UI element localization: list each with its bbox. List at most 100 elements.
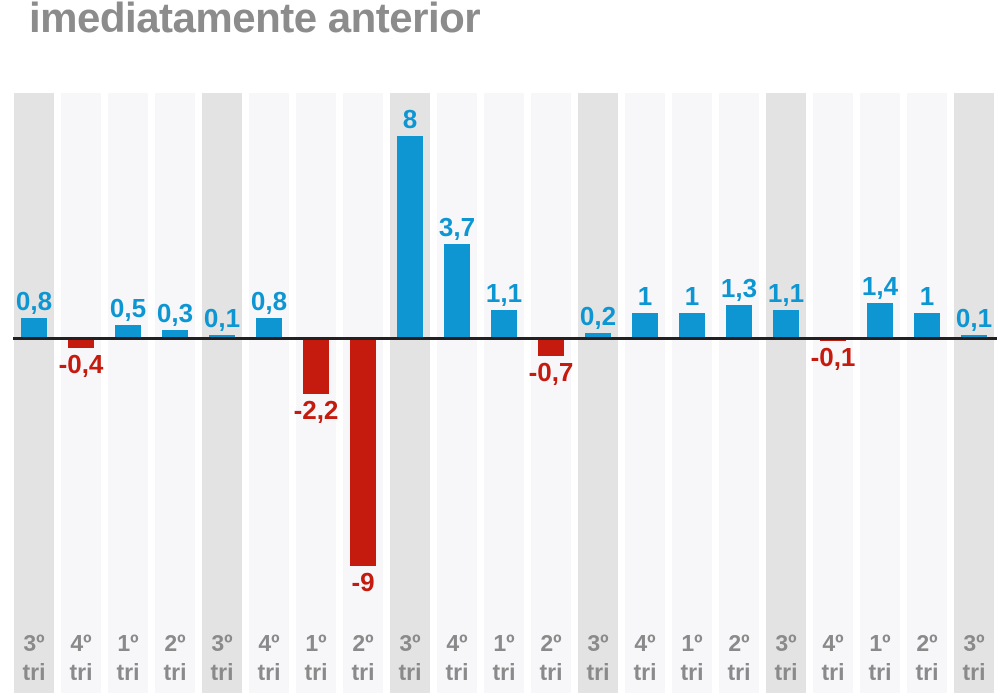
positive-bar: [21, 317, 47, 338]
x-tick-tri: tri: [398, 659, 422, 685]
chart-title: imediatamente anterior: [29, 0, 481, 41]
x-tick-tri: tri: [22, 659, 46, 685]
x-tick-quarter: 1º: [493, 630, 515, 656]
x-tick-label: 1º tri: [108, 629, 148, 687]
bar-column: 3,7 4º tri: [437, 93, 477, 693]
x-tick-tri: tri: [445, 659, 469, 685]
x-axis-line: [13, 337, 997, 340]
bar-value-label: 1: [684, 280, 700, 311]
bar-column: 0,1 3º tri: [202, 93, 242, 693]
x-tick-label: 2º tri: [907, 629, 947, 687]
bar-value-label: -2,2: [293, 394, 339, 425]
x-tick-label: 2º tri: [719, 629, 759, 687]
x-tick-label: 3º tri: [954, 629, 994, 687]
negative-bar: [350, 338, 376, 566]
positive-bar: [726, 305, 752, 338]
bar-columns: 0,8 3º tri -0,4 4º tri 0,5 1º tri 0,3 2º tri 0,1 3º tr…: [14, 93, 994, 693]
bar-value-label: 3,7: [438, 212, 476, 243]
x-tick-tri: tri: [868, 659, 892, 685]
bar-column: 0,8 3º tri: [14, 93, 54, 693]
bar-value-label: 0,3: [156, 298, 194, 329]
x-tick-label: 2º tri: [155, 629, 195, 687]
x-tick-tri: tri: [163, 659, 187, 685]
bar-value-label: 0,5: [109, 293, 147, 324]
x-tick-quarter: 3º: [775, 630, 797, 656]
bar-value-label: 1,1: [485, 278, 523, 309]
positive-bar: [773, 310, 799, 338]
bar-column: 1,3 2º tri: [719, 93, 759, 693]
x-tick-label: 3º tri: [202, 629, 242, 687]
bar-value-label: -0,4: [58, 349, 104, 380]
bar-column: 0,3 2º tri: [155, 93, 195, 693]
positive-bar: [115, 325, 141, 338]
bar-value-label: 8: [402, 103, 418, 134]
x-tick-tri: tri: [69, 659, 93, 685]
bar-value-label: -9: [351, 566, 375, 597]
positive-bar: [491, 310, 517, 338]
x-tick-label: 4º tri: [437, 629, 477, 687]
x-tick-quarter: 4º: [634, 630, 656, 656]
x-tick-label: 1º tri: [296, 629, 336, 687]
x-tick-quarter: 1º: [305, 630, 327, 656]
x-tick-quarter: 3º: [963, 630, 985, 656]
bar-value-label: 0,8: [15, 285, 53, 316]
positive-bar: [585, 332, 611, 338]
x-tick-tri: tri: [116, 659, 140, 685]
plot-area: 0,8 3º tri -0,4 4º tri 0,5 1º tri 0,3 2º tri 0,1 3º tr…: [0, 93, 1008, 693]
bar-column: 0,5 1º tri: [108, 93, 148, 693]
x-tick-quarter: 1º: [681, 630, 703, 656]
x-tick-tri: tri: [492, 659, 516, 685]
x-tick-quarter: 2º: [728, 630, 750, 656]
x-tick-quarter: 2º: [352, 630, 374, 656]
positive-bar: [914, 312, 940, 338]
bar-column: 0,1 3º tri: [954, 93, 994, 693]
x-tick-quarter: 2º: [916, 630, 938, 656]
x-tick-quarter: 2º: [164, 630, 186, 656]
x-tick-tri: tri: [257, 659, 281, 685]
positive-bar: [397, 135, 423, 338]
bar-column: 1 2º tri: [907, 93, 947, 693]
x-tick-quarter: 4º: [258, 630, 280, 656]
x-tick-quarter: 4º: [822, 630, 844, 656]
x-tick-quarter: 4º: [70, 630, 92, 656]
x-tick-label: 2º tri: [531, 629, 571, 687]
x-tick-label: 3º tri: [390, 629, 430, 687]
x-tick-label: 3º tri: [766, 629, 806, 687]
bar-column: 0,2 3º tri: [578, 93, 618, 693]
bar-column: -0,7 2º tri: [528, 93, 574, 693]
bar-column: -0,4 4º tri: [58, 93, 104, 693]
bar-column: 1,1 3º tri: [766, 93, 806, 693]
bar-column: -9 2º tri: [343, 93, 383, 693]
x-tick-label: 1º tri: [860, 629, 900, 687]
positive-bar: [256, 317, 282, 338]
negative-bar: [68, 338, 94, 349]
x-tick-quarter: 3º: [211, 630, 233, 656]
x-tick-tri: tri: [727, 659, 751, 685]
x-tick-tri: tri: [539, 659, 563, 685]
positive-bar: [961, 335, 987, 338]
bar-value-label: 1,4: [861, 270, 899, 301]
x-tick-quarter: 3º: [23, 630, 45, 656]
negative-bar: [303, 338, 329, 394]
x-tick-quarter: 3º: [587, 630, 609, 656]
x-tick-tri: tri: [210, 659, 234, 685]
bar-value-label: 0,8: [250, 285, 288, 316]
x-tick-label: 4º tri: [61, 629, 101, 687]
positive-bar: [867, 302, 893, 338]
x-tick-label: 4º tri: [249, 629, 289, 687]
bar-column: 1 1º tri: [672, 93, 712, 693]
x-tick-tri: tri: [304, 659, 328, 685]
bar-column: 8 3º tri: [390, 93, 430, 693]
x-tick-tri: tri: [821, 659, 845, 685]
x-tick-tri: tri: [915, 659, 939, 685]
x-tick-quarter: 1º: [117, 630, 139, 656]
bar-value-label: 1: [637, 280, 653, 311]
positive-bar: [679, 312, 705, 338]
bar-column: 1 4º tri: [625, 93, 665, 693]
bar-value-label: -0,7: [528, 356, 574, 387]
bar-value-label: 0,1: [955, 303, 993, 334]
bar-value-label: 1: [919, 280, 935, 311]
bar-column: 0,8 4º tri: [249, 93, 289, 693]
positive-bar: [209, 335, 235, 338]
